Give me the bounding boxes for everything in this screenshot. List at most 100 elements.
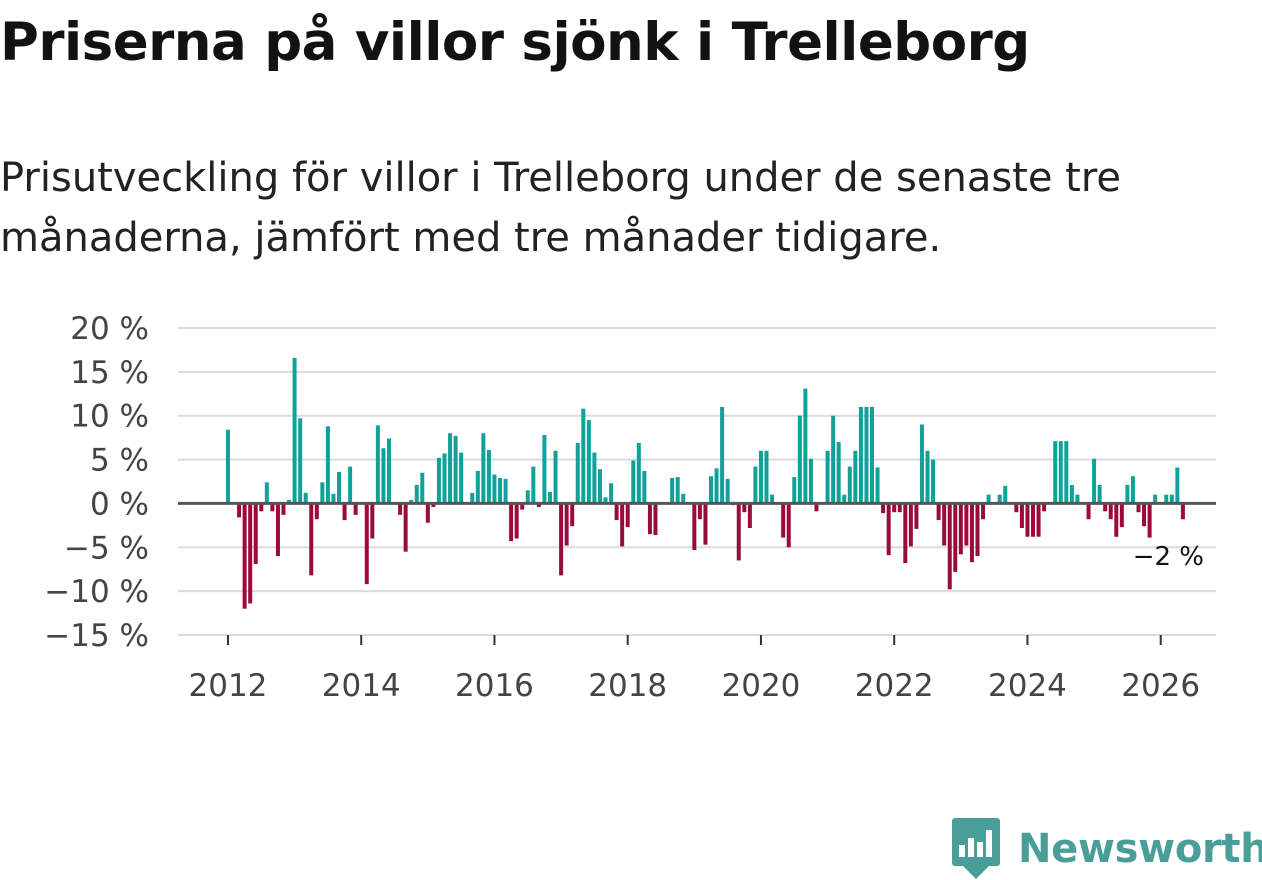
bar	[348, 466, 353, 504]
bar	[259, 503, 264, 512]
bar	[281, 503, 286, 515]
bar	[1075, 494, 1080, 504]
bar	[1042, 503, 1047, 512]
bar	[831, 415, 836, 504]
bar	[1103, 503, 1108, 512]
bar	[1003, 485, 1008, 504]
y-tick-label: 0 %	[90, 486, 149, 522]
bar	[475, 470, 480, 504]
bar	[353, 503, 358, 515]
bar	[1119, 503, 1124, 528]
bar	[436, 457, 441, 504]
bar	[1064, 441, 1069, 504]
bar	[253, 503, 258, 564]
bar	[303, 492, 308, 504]
bar	[886, 503, 891, 556]
bar	[1136, 503, 1141, 513]
bar	[1058, 441, 1063, 504]
bar	[375, 425, 380, 504]
last-value-label: −2 %	[1133, 542, 1204, 572]
bar	[747, 503, 752, 528]
bar	[536, 503, 541, 507]
bar	[514, 503, 519, 539]
bar	[270, 503, 275, 512]
bar	[814, 503, 819, 512]
bar	[1097, 485, 1102, 504]
y-tick-label: 10 %	[70, 399, 149, 435]
bar	[742, 503, 747, 513]
bar	[314, 503, 319, 520]
bar	[736, 503, 741, 561]
y-tick-label: 5 %	[90, 443, 149, 479]
bar	[442, 453, 447, 504]
bar	[703, 503, 708, 545]
bar	[264, 482, 269, 504]
annotations: −2 %	[1133, 542, 1204, 572]
bar	[853, 450, 858, 504]
bar	[1086, 503, 1091, 520]
bar	[720, 406, 725, 504]
bar	[342, 503, 347, 521]
bar	[958, 503, 963, 555]
bar	[636, 442, 641, 504]
bar	[470, 492, 475, 504]
bar	[403, 503, 408, 552]
bar	[675, 477, 680, 504]
bar	[503, 478, 508, 504]
bar	[547, 492, 552, 504]
bar	[509, 503, 514, 542]
bar	[647, 503, 652, 535]
bar	[242, 503, 247, 609]
bar	[797, 415, 802, 504]
bar	[947, 503, 952, 590]
bar	[892, 503, 897, 513]
bar	[248, 503, 253, 604]
bar	[758, 450, 763, 504]
x-tick-label: 2014	[322, 668, 401, 704]
bar	[498, 477, 503, 504]
bar	[1147, 503, 1152, 538]
bar	[931, 459, 936, 504]
bar	[337, 471, 342, 504]
bar	[237, 503, 242, 518]
bar	[964, 503, 969, 546]
x-axis-ticks: 2012 2014 2016 2018 2020 2022 2024 2026	[189, 635, 1200, 704]
brand-name: Newsworthy	[1018, 826, 1262, 872]
x-tick-label: 2016	[455, 668, 534, 704]
x-tick-label: 2020	[722, 668, 801, 704]
bar	[1053, 441, 1058, 504]
bar	[997, 494, 1002, 504]
bar	[986, 494, 991, 504]
y-tick-label: 20 %	[70, 311, 149, 347]
bar	[1169, 494, 1174, 504]
bar	[1092, 458, 1097, 504]
bar	[825, 450, 830, 504]
bar	[431, 503, 436, 507]
bar	[670, 477, 675, 504]
bar	[836, 442, 841, 504]
bar	[1036, 503, 1041, 537]
bar	[1130, 476, 1135, 504]
newsworthy-logo: Newsworthy	[952, 818, 1262, 880]
bar	[975, 503, 980, 557]
bar	[331, 493, 336, 504]
bar	[1142, 503, 1147, 527]
bar	[409, 499, 414, 504]
bar	[586, 420, 591, 504]
bar	[298, 418, 303, 504]
bar	[325, 426, 330, 504]
bar	[398, 503, 403, 515]
bar	[942, 503, 947, 546]
bar	[770, 494, 775, 504]
bar	[575, 442, 580, 504]
bar	[1114, 503, 1119, 537]
bar	[542, 435, 547, 504]
x-tick-label: 2022	[855, 668, 934, 704]
bar	[386, 438, 391, 504]
bar	[969, 503, 974, 563]
bar	[1019, 503, 1024, 528]
bar	[1014, 503, 1019, 513]
bar	[581, 408, 586, 504]
bar	[287, 499, 292, 504]
bar	[753, 466, 758, 504]
